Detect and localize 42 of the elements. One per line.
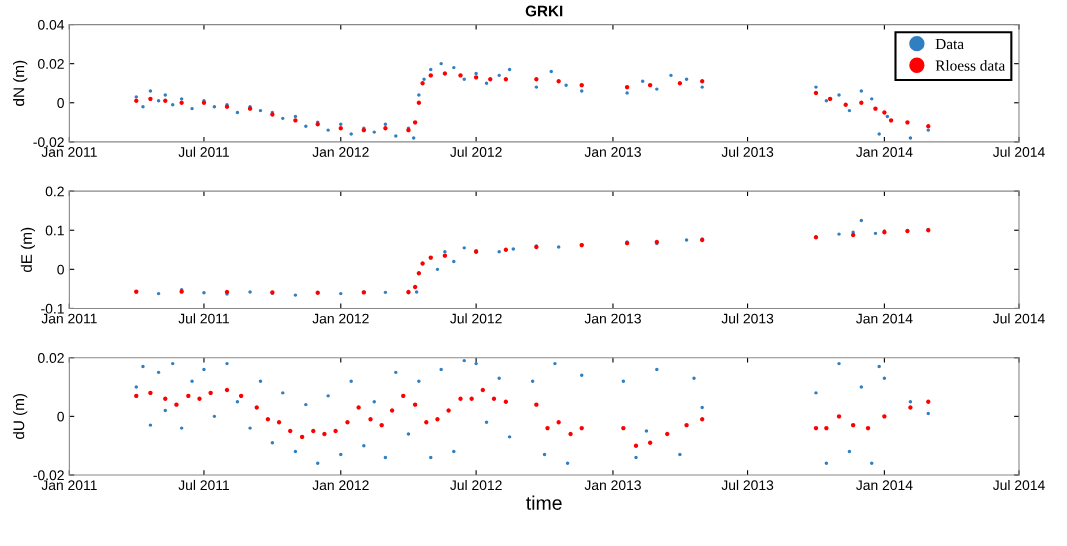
x-tick-label: Jul 2011	[178, 479, 230, 491]
x-tick-label: Jul 2014	[992, 313, 1045, 324]
x-tick-label: Jan 2014	[856, 480, 913, 491]
x-tick-label: Jan 2011	[41, 313, 97, 324]
x-tick-label: Jul 2013	[721, 146, 774, 157]
x-tick-label: Jan 2013	[584, 313, 641, 324]
x-tick-label: Jan 2014	[856, 313, 913, 324]
y-tick-label: 0.02	[38, 59, 64, 69]
x-tick-label: Jan 2012	[312, 147, 369, 157]
y-tick-label: 0.2	[45, 186, 64, 197]
legend-label: Rloess data	[935, 60, 1006, 71]
x-tick-label: Jul 2013	[721, 479, 774, 491]
x-tick-label: Jul 2014	[992, 146, 1045, 157]
y-tick-label: -0.02	[33, 470, 64, 481]
y-tick-label: 0	[57, 98, 64, 108]
y-tick-label: 0.1	[45, 225, 64, 236]
y-tick-label: 0.04	[38, 19, 65, 30]
x-tick-label: Jul 2012	[450, 479, 502, 491]
legend-label: Data	[935, 39, 964, 50]
x-tick-label: Jan 2012	[312, 313, 369, 324]
x-tick-label: Jan 2011	[41, 147, 97, 157]
x-tick-label: Jul 2011	[178, 313, 230, 324]
y-tick-label: -0.02	[33, 137, 64, 148]
y-axis-title: dU (m)	[13, 393, 28, 440]
y-tick-label: 0	[57, 264, 64, 275]
x-tick-label: Jan 2013	[584, 480, 641, 491]
x-tick-label: Jul 2012	[450, 146, 502, 157]
x-tick-label: Jul 2012	[450, 313, 502, 324]
x-tick-label: Jan 2011	[41, 480, 97, 491]
y-axis-title: dN (m)	[13, 60, 28, 106]
chart-title: GRKI	[525, 5, 563, 17]
x-tick-label: Jan 2013	[584, 147, 641, 157]
x-tick-label: Jul 2011	[178, 146, 230, 157]
y-tick-label: -0.1	[41, 303, 64, 314]
x-tick-label: Jan 2012	[312, 480, 369, 491]
y-tick-label: 0	[57, 411, 64, 422]
x-tick-label: Jul 2013	[721, 313, 774, 324]
y-tick-label: 0.02	[38, 353, 64, 363]
x-tick-label: Jan 2014	[856, 147, 913, 157]
y-axis-title: dE (m)	[20, 227, 35, 273]
x-axis-title: time	[526, 495, 562, 510]
x-tick-label: Jul 2014	[992, 479, 1045, 491]
